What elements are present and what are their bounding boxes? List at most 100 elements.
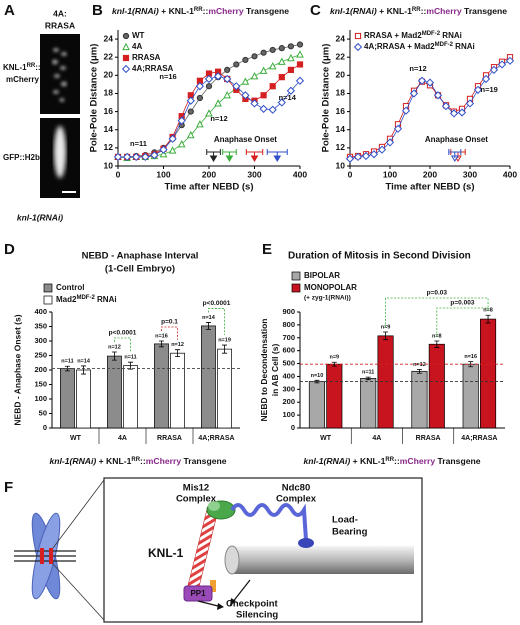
error-bar xyxy=(434,340,440,348)
x-tick-label: 200 xyxy=(423,169,437,179)
panel-letter: B xyxy=(92,2,103,19)
y-tick-label: 900 xyxy=(282,307,295,316)
title-part: Transgene xyxy=(244,6,290,16)
annotation: n=16 xyxy=(159,72,176,81)
annotation: n=12 xyxy=(210,114,227,123)
x-tick-label: 4A xyxy=(372,435,381,442)
comparison-bracket xyxy=(161,326,178,340)
data-point xyxy=(457,108,467,117)
data-label: n=11 xyxy=(61,359,73,365)
legend-label: Mad2MDF-2 RNAi xyxy=(56,295,117,305)
y-tick-label: 700 xyxy=(282,333,295,342)
legend-label-part: RNAi xyxy=(95,295,117,304)
data-point xyxy=(278,45,285,52)
bar xyxy=(428,343,445,429)
annotation: Anaphase Onset xyxy=(214,135,277,144)
y-tick-label: 100 xyxy=(34,394,47,403)
data-point xyxy=(251,53,258,60)
error-bar xyxy=(222,344,228,354)
data-point xyxy=(132,152,141,162)
bar xyxy=(154,343,169,429)
panel-letter: F xyxy=(4,479,13,496)
data-point xyxy=(425,78,435,87)
bar xyxy=(123,365,138,429)
pp1-linker xyxy=(210,580,216,592)
footer-part: :: xyxy=(394,456,400,466)
data-point xyxy=(369,150,379,159)
bar xyxy=(480,318,497,429)
footer-part: mCherry xyxy=(400,456,436,466)
diagram-label: Complex xyxy=(176,494,217,505)
title-part: mCherry xyxy=(426,6,462,16)
annotation: n=14 xyxy=(279,93,297,102)
data-point xyxy=(278,74,285,81)
arrowhead xyxy=(217,603,224,610)
comparison-label: p=0.003 xyxy=(450,300,474,307)
legend-label-part: RNAi xyxy=(453,42,475,51)
bar xyxy=(360,378,377,429)
comparison-bracket xyxy=(114,337,131,353)
data-point xyxy=(186,96,195,105)
title-part: :: xyxy=(421,6,427,16)
y-tick-label: 24 xyxy=(104,33,114,43)
legend-label-part: MDF-2 xyxy=(76,295,95,301)
data-point xyxy=(296,41,304,48)
diagram-label: KNL-1 xyxy=(148,546,184,560)
footer-part: Transgene xyxy=(435,456,481,466)
data-label: n=16 xyxy=(464,354,477,360)
data-point xyxy=(505,56,515,65)
y-tick-label: 200 xyxy=(282,397,295,406)
data-point xyxy=(223,74,232,84)
legend-swatch xyxy=(291,283,301,293)
data-point xyxy=(168,146,177,154)
chart-title: Duration of Mitosis in Second Division xyxy=(288,251,471,262)
data-point xyxy=(287,53,295,62)
x-tick-label: 300 xyxy=(247,169,261,179)
data-point xyxy=(287,66,294,73)
comparison-label: p=0.1 xyxy=(161,319,178,326)
x-tick-label: 300 xyxy=(463,169,477,179)
y-tick-label: 400 xyxy=(34,307,47,316)
x-tick-label: 0 xyxy=(348,169,353,179)
y-tick-label: 100 xyxy=(282,410,295,419)
y-tick-label: 400 xyxy=(282,371,295,380)
image-label: 4A: xyxy=(53,8,67,18)
annotation: n=19 xyxy=(481,85,498,94)
y-tick-label: 800 xyxy=(282,320,295,329)
y-axis-label: NEBD to Decondensation xyxy=(259,319,269,422)
error-bar xyxy=(416,368,422,374)
x-tick-label: 4A;RRASA xyxy=(461,435,497,442)
chart-title: NEBD - Anaphase Interval xyxy=(82,251,199,262)
micrograph xyxy=(40,34,80,114)
y-tick-label: 18 xyxy=(336,88,346,98)
data-point xyxy=(250,99,259,108)
data-point xyxy=(150,151,159,160)
y-tick-label: 22 xyxy=(104,51,114,61)
micrograph xyxy=(40,118,80,198)
data-point xyxy=(204,74,214,84)
comparison-label: p=0.03 xyxy=(427,290,448,297)
data-point xyxy=(214,99,222,107)
legend-marker xyxy=(353,42,363,52)
title-part: mCherry xyxy=(208,6,244,16)
x-tick-label: 4A xyxy=(118,435,127,442)
x-tick-label: WT xyxy=(70,435,82,442)
error-bar xyxy=(81,365,87,375)
legend-swatch xyxy=(43,295,53,305)
data-point xyxy=(473,85,483,94)
legend-label-part: RNAi xyxy=(440,31,462,40)
data-point xyxy=(186,130,195,139)
bar xyxy=(76,369,91,429)
data-label: n=16 xyxy=(155,333,168,339)
y-tick-label: 20 xyxy=(336,70,346,80)
data-label: n=12 xyxy=(108,344,121,350)
bar xyxy=(308,381,325,429)
panel-letter: E xyxy=(262,241,272,258)
error-bar xyxy=(383,331,389,341)
legend-label-part: 4A;RRASA + Mad2 xyxy=(364,42,435,51)
data-point xyxy=(269,83,276,90)
error-bar xyxy=(111,351,117,361)
diagram-label: Ndc80 xyxy=(282,483,311,494)
arrowhead xyxy=(230,598,236,606)
annotation: Anaphase Onset xyxy=(425,135,488,144)
